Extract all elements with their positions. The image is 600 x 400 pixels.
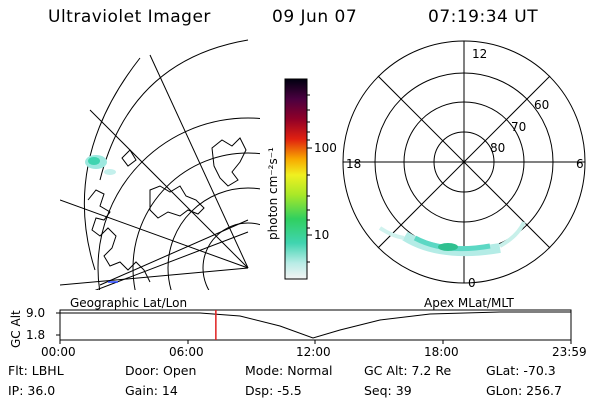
- timeline-ticks: [56, 312, 572, 344]
- time-label: 07:19:34 UT: [428, 7, 539, 27]
- colorbar-label-10: 10: [314, 228, 330, 242]
- timeline-ytick-1.8: 1.8: [26, 328, 46, 342]
- timeline-xtick-1200: 12:00: [296, 345, 331, 359]
- mlat-label-80: 80: [490, 141, 506, 155]
- info-glon: GLon: 256.7: [486, 383, 562, 398]
- colorbar-unit-label: photon cm⁻²s⁻¹: [266, 147, 280, 240]
- apex-panel-label: Apex MLat/MLT: [424, 296, 514, 310]
- colorbar-label-100: 100: [314, 141, 337, 155]
- info-dsp: Dsp: -5.5: [245, 383, 302, 398]
- mlt-label-12: 12: [472, 47, 488, 61]
- info-flt: Flt: LBHL: [8, 363, 64, 378]
- apex-polar-plot: [342, 40, 586, 284]
- timeline-xtick-2359: 23:59: [552, 345, 587, 359]
- mlt-label-6: 6: [576, 157, 584, 171]
- date-label: 09 Jun 07: [272, 7, 358, 27]
- timeline-xtick-0600: 06:00: [169, 345, 204, 359]
- geo-aurora: [85, 155, 116, 175]
- info-gc-alt: GC Alt: 7.2 Re: [364, 363, 452, 378]
- instrument-title: Ultraviolet Imager: [48, 7, 211, 27]
- colorbar-minor-ticks: [307, 94, 310, 263]
- colorbar: [284, 78, 308, 280]
- info-mode: Mode: Normal: [245, 363, 333, 378]
- apex-aurora: [378, 221, 526, 257]
- info-door: Door: Open: [125, 363, 197, 378]
- timeline-xtick-0000: 00:00: [41, 345, 76, 359]
- timeline-ytick-9: 9.0: [26, 306, 46, 320]
- mlat-label-60: 60: [534, 98, 550, 112]
- gc-alt-trace: [60, 311, 571, 339]
- mlt-label-18: 18: [346, 157, 362, 171]
- mlt-label-0: 0: [468, 276, 476, 290]
- geographic-map: [60, 39, 260, 290]
- mlat-label-70: 70: [511, 120, 527, 134]
- timeline-axis-label: GC Alt: [9, 310, 23, 348]
- timeline-frame: [59, 309, 572, 341]
- timeline-xtick-1800: 18:00: [424, 345, 459, 359]
- info-seq: Seq: 39: [364, 383, 412, 398]
- info-glat: GLat: -70.3: [486, 363, 556, 378]
- geo-panel-label: Geographic Lat/Lon: [70, 296, 188, 310]
- info-gain: Gain: 14: [125, 383, 178, 398]
- info-ip: IP: 36.0: [8, 383, 56, 398]
